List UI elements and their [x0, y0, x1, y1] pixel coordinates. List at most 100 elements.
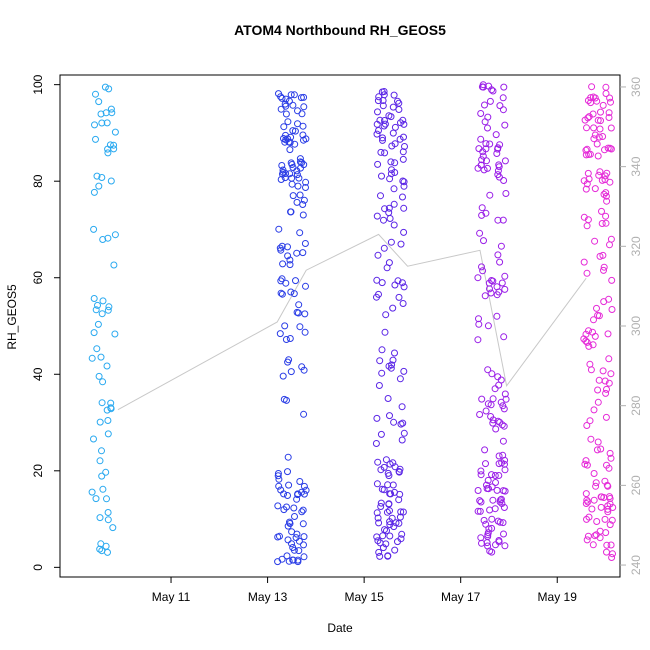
data-point — [397, 240, 405, 248]
data-point — [279, 166, 287, 174]
data-point — [109, 524, 117, 532]
y-axis-label: RH_GEOS5 — [5, 284, 19, 350]
data-point — [588, 83, 596, 91]
data-point — [284, 358, 292, 366]
data-point — [593, 518, 601, 525]
data-point — [588, 505, 596, 513]
data-point — [277, 93, 285, 101]
data-point — [277, 105, 285, 113]
data-point — [278, 242, 286, 250]
data-point — [595, 376, 603, 384]
data-point — [377, 148, 385, 156]
data-point — [381, 149, 389, 157]
data-point — [386, 532, 394, 540]
data-point — [584, 169, 592, 177]
data-point — [274, 502, 282, 510]
data-point — [302, 282, 309, 290]
data-point — [477, 471, 485, 479]
data-point — [602, 219, 610, 227]
data-point — [375, 382, 383, 389]
data-point — [502, 395, 510, 403]
data-point — [484, 529, 492, 537]
data-point — [397, 508, 405, 516]
data-point — [379, 544, 387, 552]
data-point — [286, 139, 294, 146]
data-point — [597, 493, 605, 501]
data-point — [394, 97, 401, 105]
data-point — [597, 503, 605, 511]
data-point — [476, 411, 484, 418]
data-point — [601, 176, 609, 184]
data-point — [595, 312, 603, 320]
data-point — [480, 516, 488, 524]
data-point — [499, 487, 507, 495]
data-point — [278, 162, 286, 169]
data-point — [591, 131, 599, 139]
series-flight4 — [474, 81, 510, 556]
data-point — [391, 159, 399, 167]
data-point — [400, 178, 408, 186]
data-point — [96, 545, 104, 553]
data-point — [606, 94, 614, 102]
data-point — [582, 330, 590, 338]
data-point — [605, 295, 613, 303]
data-point — [591, 94, 599, 102]
data-point — [288, 180, 296, 188]
data-point — [97, 110, 105, 118]
data-point — [387, 158, 395, 166]
data-point — [494, 145, 502, 153]
data-point — [477, 467, 485, 475]
data-point — [103, 119, 111, 127]
series-flight1 — [88, 83, 119, 556]
data-point — [98, 119, 106, 127]
data-point — [391, 488, 398, 496]
data-point — [593, 446, 601, 454]
data-point — [586, 417, 594, 425]
data-point — [583, 145, 591, 153]
data-point — [98, 447, 105, 455]
data-point — [485, 485, 492, 493]
data-point — [284, 118, 292, 126]
data-point — [290, 290, 298, 298]
data-point — [489, 496, 497, 504]
data-point — [284, 536, 292, 544]
data-point — [479, 152, 487, 160]
data-point — [590, 124, 598, 132]
data-point — [489, 87, 497, 95]
data-point — [97, 540, 105, 548]
data-point — [606, 449, 614, 457]
data-point — [111, 330, 119, 338]
data-point — [586, 150, 594, 158]
data-point — [296, 155, 304, 163]
data-point — [605, 379, 613, 387]
data-point — [287, 91, 295, 99]
data-point — [474, 507, 482, 515]
data-point — [377, 466, 385, 474]
data-point — [500, 530, 507, 538]
data-point — [287, 288, 295, 296]
data-point — [397, 535, 405, 543]
data-point — [96, 514, 104, 522]
data-point — [385, 259, 393, 267]
data-point — [276, 330, 284, 338]
data-point — [274, 558, 282, 566]
data-point — [582, 146, 590, 154]
data-point — [296, 229, 304, 237]
data-point — [373, 480, 381, 488]
data-point — [583, 461, 591, 469]
data-point — [599, 101, 607, 109]
data-point — [387, 170, 395, 178]
data-point — [103, 362, 111, 370]
data-point — [595, 171, 603, 179]
data-point — [289, 101, 297, 109]
data-point — [482, 460, 489, 468]
data-point — [608, 276, 616, 284]
data-point — [584, 532, 592, 540]
data-point — [604, 508, 612, 516]
data-point — [391, 123, 399, 131]
data-point — [300, 553, 308, 561]
data-point — [90, 329, 98, 337]
data-point — [373, 509, 381, 517]
data-point — [381, 328, 389, 336]
data-point — [301, 328, 309, 336]
